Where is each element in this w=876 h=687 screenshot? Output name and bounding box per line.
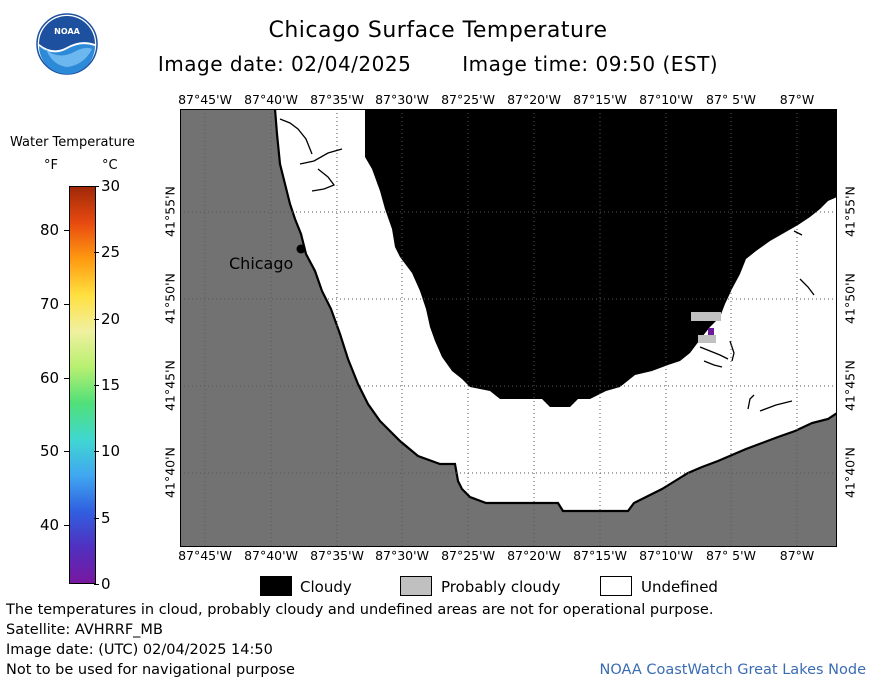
grid-lines [180,109,837,547]
colorbar-f-label: 40 [40,516,60,535]
colorbar-f-tick [64,377,69,379]
lon-label-bottom: 87°15'W [573,548,627,563]
legend-label-undefined: Undefined [641,578,718,596]
lon-label-bottom: 87°30'W [375,548,429,563]
colorbar [69,186,96,584]
legend-swatch-undefined [600,576,632,596]
lon-label-bottom: 87°35'W [310,548,364,563]
lon-label-bottom: 87°10'W [639,548,693,563]
lon-label-bottom: 87°40'W [244,548,298,563]
footer-note: The temperatures in cloud, probably clou… [6,602,714,618]
legend-swatch-cloudy [260,576,292,596]
lon-label-top: 87°10'W [639,92,693,107]
footer-utc-date: Image date: (UTC) 02/04/2025 14:50 [6,642,273,658]
page-title: Chicago Surface Temperature [268,18,608,43]
colorbar-unit-c: °C [102,158,118,173]
colorbar-c-label: 15 [101,376,121,394]
lon-label-bottom: 87°25'W [441,548,495,563]
footer-satellite: Satellite: AVHRRF_MB [6,622,163,638]
colorbar-f-tick [64,303,69,305]
probably-cloudy-area [691,312,721,321]
colorbar-f-tick [64,451,69,453]
colorbar-c-tick [94,252,99,254]
lon-label-top: 87°40'W [244,92,298,107]
lon-label-top: 87° 5'W [706,92,756,107]
colorbar-c-tick [94,517,99,519]
legend-swatch-probably-cloudy [400,576,432,596]
colorbar-c-label: 30 [101,177,121,195]
ice-features [279,118,815,412]
lat-label-left: 41°55'N [162,186,178,237]
colorbar-c-label: 0 [101,575,111,593]
cloudy-area [365,109,837,407]
lat-label-right: 41°55'N [842,186,858,237]
valid-pixel [708,328,714,335]
logo-text: NOAA [54,27,80,36]
lat-label-right: 41°45'N [842,360,858,411]
page-subtitle: Image date: 02/04/2025 Image time: 09:50… [0,52,876,76]
colorbar-c-tick [94,451,99,453]
chicago-marker [296,244,306,254]
lon-label-top: 87°35'W [310,92,364,107]
lon-label-top: 87°30'W [375,92,429,107]
lon-label-top: 87°15'W [573,92,627,107]
colorbar-c-label: 5 [101,508,111,527]
colorbar-f-label: 70 [40,294,60,313]
map-border [180,109,837,547]
colorbar-c-tick [94,186,99,187]
footer-credit: NOAA CoastWatch Great Lakes Node [599,662,866,678]
lat-label-right: 41°40'N [842,447,858,498]
lon-label-top: 87°20'W [507,92,561,107]
lon-label-bottom: 87°20'W [507,548,561,563]
colorbar-f-tick [64,230,69,232]
lon-label-bottom: 87°45'W [178,548,232,563]
lat-label-left: 41°40'N [162,447,178,498]
lat-label-right: 41°50'N [842,273,858,324]
legend-label-cloudy: Cloudy [300,578,352,596]
lat-label-left: 41°50'N [162,273,178,324]
colorbar-c-label: 25 [101,243,121,262]
colorbar-c-tick [94,318,99,320]
colorbar-f-label: 60 [40,368,60,387]
colorbar-f-tick [64,525,69,527]
colorbar-unit-f: °F [44,158,58,173]
lat-label-left: 41°45'N [162,360,178,411]
lon-label-top: 87°45'W [178,92,232,107]
probably-cloudy-area-2 [698,335,716,343]
footer-nav: Not to be used for navigational purpose [6,662,295,678]
colorbar-c-tick [94,385,99,386]
colorbar-f-label: 50 [40,442,60,461]
lon-label-top: 87°25'W [441,92,495,107]
map-panel: Chicago [180,109,837,547]
chicago-label: Chicago [229,254,293,273]
image-time: Image time: 09:50 (EST) [462,52,719,76]
colorbar-f-label: 80 [40,221,60,240]
lon-label-top: 87°W [779,92,815,107]
noaa-logo-icon: NOAA [36,13,98,79]
lon-label-bottom: 87° 5'W [706,548,756,563]
colorbar-c-label: 10 [101,442,121,461]
lon-label-bottom: 87°W [779,548,815,563]
legend-label-probably-cloudy: Probably cloudy [441,578,561,596]
colorbar-c-tick [94,584,99,585]
colorbar-title: Water Temperature [10,135,135,150]
image-date: Image date: 02/04/2025 [157,52,412,76]
land-area [180,109,837,547]
legend: Cloudy Probably cloudy Undefined [0,574,876,600]
colorbar-c-label: 20 [101,309,121,328]
